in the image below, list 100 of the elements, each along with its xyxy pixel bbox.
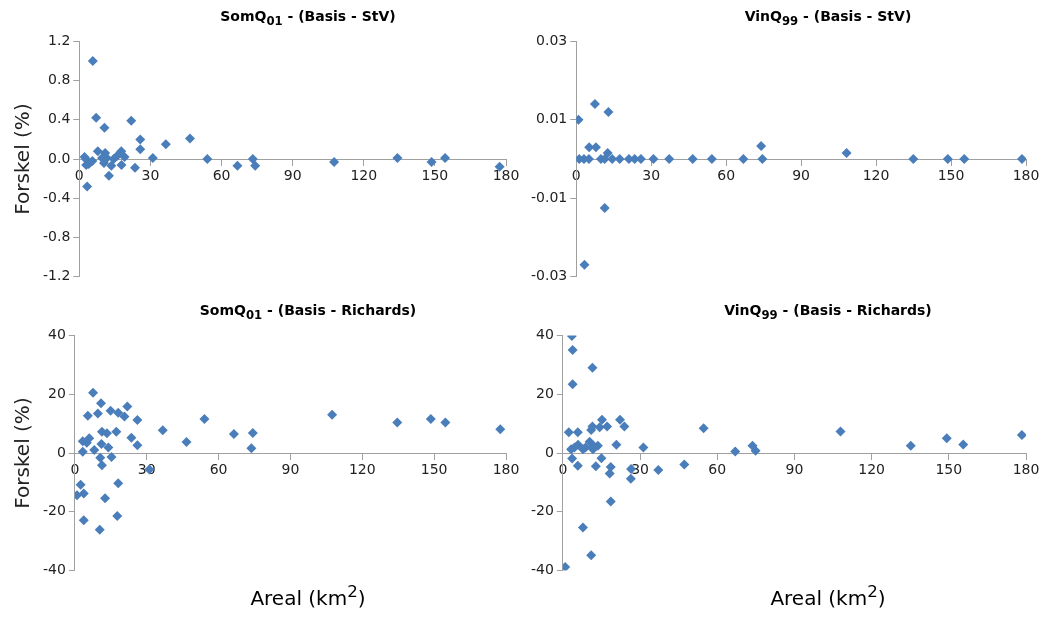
- point: [604, 468, 615, 479]
- point: [122, 401, 133, 412]
- point: [687, 154, 698, 164]
- point: [126, 432, 137, 443]
- point: [577, 522, 588, 533]
- point: [78, 488, 89, 499]
- point: [247, 428, 258, 439]
- point: [495, 424, 506, 435]
- point: [596, 453, 607, 464]
- point: [232, 160, 243, 171]
- x-tick-label: 120: [350, 167, 378, 184]
- point: [586, 550, 597, 561]
- point: [111, 426, 122, 437]
- point: [329, 156, 340, 167]
- y-tick-label: -0.8: [42, 228, 71, 245]
- point: [100, 493, 111, 504]
- x-tick-label: 180: [492, 461, 520, 478]
- y-tick-label: 0.4: [48, 110, 71, 127]
- point: [426, 156, 437, 167]
- point: [730, 446, 741, 457]
- point: [1016, 430, 1026, 441]
- point: [605, 496, 616, 507]
- point: [602, 421, 613, 432]
- point: [942, 154, 953, 164]
- y-tick-label: 20: [48, 384, 66, 401]
- point: [567, 379, 578, 390]
- point: [112, 510, 123, 521]
- point: [89, 445, 100, 456]
- point: [119, 152, 130, 163]
- y-tick-label: -0.03: [530, 267, 568, 284]
- x-tick-label: 180: [492, 167, 520, 184]
- point: [103, 170, 114, 181]
- point: [75, 479, 86, 490]
- point: [572, 427, 583, 438]
- y-tick-label: 20: [536, 384, 554, 401]
- point: [392, 153, 403, 164]
- point: [92, 146, 103, 157]
- x-axis-title: Areal (km$^{2}$): [769, 582, 886, 612]
- point: [756, 141, 767, 152]
- y-tick-label: 0: [544, 443, 554, 460]
- y-tick-label: -1.2: [42, 267, 71, 284]
- point: [679, 459, 690, 470]
- point: [94, 524, 105, 535]
- point: [116, 146, 127, 157]
- y-axis-title: Forskel (%): [10, 397, 35, 509]
- y-tick-label: 0: [56, 443, 66, 460]
- y-tick-label: 0.01: [536, 110, 568, 127]
- x-tick-label: 30: [631, 461, 649, 478]
- x-tick-label: 60: [212, 167, 231, 184]
- point: [132, 440, 143, 451]
- point: [135, 144, 146, 155]
- point: [92, 408, 103, 419]
- point: [841, 148, 852, 159]
- point: [958, 439, 969, 450]
- point: [99, 122, 110, 133]
- x-tick-label: 150: [935, 461, 963, 478]
- point: [228, 428, 239, 439]
- point: [698, 423, 709, 434]
- y-tick-label: 0.03: [536, 32, 568, 49]
- y-tick-label: -40: [530, 561, 554, 578]
- x-tick-label: 120: [862, 167, 890, 184]
- point: [116, 159, 127, 170]
- point: [82, 181, 93, 192]
- point: [567, 453, 578, 464]
- point: [664, 154, 675, 164]
- point: [648, 154, 659, 164]
- point: [82, 410, 93, 421]
- y-tick-label: 40: [536, 326, 554, 343]
- point: [590, 461, 601, 472]
- x-tick-label: 120: [858, 461, 885, 478]
- point: [95, 452, 106, 463]
- point: [602, 148, 613, 159]
- point: [185, 133, 196, 144]
- chart-title: SomQ$_{01}$ - (Basis - StV): [219, 8, 396, 30]
- x-tick-label: 90: [281, 461, 300, 478]
- chart-title: VinQ$_{99}$ - (Basis - Richards): [723, 302, 932, 324]
- x-tick-label: 60: [708, 461, 727, 478]
- point: [106, 452, 117, 463]
- point: [147, 153, 158, 164]
- point: [611, 439, 622, 450]
- point: [587, 362, 598, 373]
- point: [835, 426, 846, 437]
- point: [87, 56, 98, 66]
- point: [160, 139, 171, 150]
- point: [584, 436, 595, 447]
- point: [105, 405, 116, 416]
- point: [132, 415, 143, 426]
- x-tick-label: 60: [209, 461, 228, 478]
- point: [202, 154, 213, 164]
- x-tick-label: 150: [420, 461, 448, 478]
- point: [638, 442, 649, 453]
- x-tick-label: 150: [937, 167, 965, 184]
- point: [106, 160, 117, 171]
- point: [562, 562, 571, 571]
- point: [599, 203, 610, 213]
- point: [579, 259, 590, 270]
- x-tick-label: 120: [348, 461, 376, 478]
- y-tick-label: -0.01: [530, 188, 568, 205]
- point: [589, 99, 600, 110]
- point: [440, 417, 451, 428]
